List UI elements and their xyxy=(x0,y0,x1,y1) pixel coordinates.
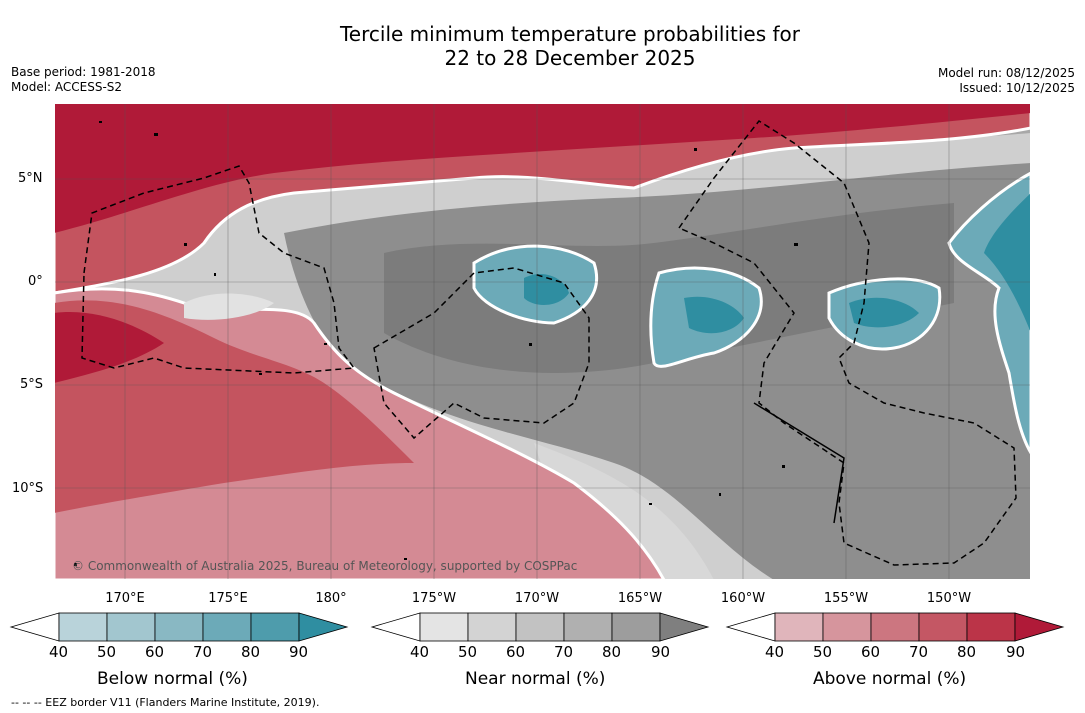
below-bin-3 xyxy=(154,612,204,642)
above-extend-low xyxy=(725,612,776,642)
below-extend-high xyxy=(298,612,349,642)
lon-label-175w: 175°W xyxy=(411,591,457,606)
near-normal-lower-light xyxy=(534,443,714,580)
below-tick-40: 40 xyxy=(49,643,69,661)
near-bin-2 xyxy=(467,612,517,642)
map-title: Tercile minimum temperature probabilitie… xyxy=(0,22,1085,70)
lat-label-0: 0° xyxy=(28,274,43,289)
meta-left: Base period: 1981-2018 Model: ACCESS-S2 xyxy=(11,65,156,95)
near-normal-title: Near normal (%) xyxy=(465,669,606,689)
colorbar-above xyxy=(725,612,1065,642)
near-tick-40: 40 xyxy=(410,643,430,661)
credit-text: © Commonwealth of Australia 2025, Bureau… xyxy=(72,559,577,573)
below-tick-60: 60 xyxy=(145,643,165,661)
base-period: Base period: 1981-2018 xyxy=(11,65,156,79)
lon-label-165w: 165°W xyxy=(617,591,663,606)
below-normal-title: Below normal (%) xyxy=(97,669,248,689)
above-normal-title: Above normal (%) xyxy=(813,669,967,689)
above-normal-west-peak xyxy=(54,312,164,383)
above-normal-north-core xyxy=(54,103,1031,233)
colorbars xyxy=(9,612,1065,642)
colorbar-below xyxy=(9,612,349,642)
lon-label-155w: 155°W xyxy=(823,591,869,606)
near-tick-90: 90 xyxy=(651,643,671,661)
lon-label-175e: 175°E xyxy=(208,591,248,606)
probability-map: © Commonwealth of Australia 2025, Bureau… xyxy=(54,103,1031,580)
below-tick-90: 90 xyxy=(289,643,309,661)
issued-date: Issued: 10/12/2025 xyxy=(959,81,1075,95)
near-tick-70: 70 xyxy=(554,643,574,661)
above-tick-70: 70 xyxy=(909,643,929,661)
below-extend-low xyxy=(9,612,60,642)
model-run: Model run: 08/12/2025 xyxy=(937,66,1075,80)
above-tick-50: 50 xyxy=(813,643,833,661)
below-normal-patch-3-core xyxy=(849,297,919,328)
title-line-1: Tercile minimum temperature probabilitie… xyxy=(339,22,801,46)
below-bin-2 xyxy=(106,612,156,642)
eez-legend-footer: -- -- -- EEZ border V11 (Flanders Marine… xyxy=(11,696,320,709)
near-bin-5 xyxy=(611,612,661,642)
near-tick-50: 50 xyxy=(458,643,478,661)
above-bin-2 xyxy=(822,612,872,642)
near-tick-80: 80 xyxy=(602,643,622,661)
title-line-2: 22 to 28 December 2025 xyxy=(444,46,696,70)
below-bin-1 xyxy=(58,612,108,642)
above-tick-80: 80 xyxy=(957,643,977,661)
lon-label-160w: 160°W xyxy=(720,591,766,606)
near-tick-60: 60 xyxy=(506,643,526,661)
below-tick-70: 70 xyxy=(193,643,213,661)
lon-label-170w: 170°W xyxy=(514,591,560,606)
near-extend-high xyxy=(659,612,710,642)
near-bin-1 xyxy=(419,612,469,642)
near-extend-low xyxy=(370,612,421,642)
above-bin-1 xyxy=(774,612,824,642)
lon-label-170e: 170°E xyxy=(105,591,145,606)
above-extend-high xyxy=(1014,612,1065,642)
near-normal-patch-west xyxy=(184,293,274,320)
eez-borders xyxy=(81,120,1017,566)
above-tick-60: 60 xyxy=(861,643,881,661)
graticule xyxy=(54,103,1031,580)
lat-label-5n: 5°N xyxy=(18,171,43,186)
above-bin-5 xyxy=(966,612,1016,642)
below-tick-80: 80 xyxy=(241,643,261,661)
below-tick-50: 50 xyxy=(97,643,117,661)
meta-right: Model run: 08/12/2025 Issued: 10/12/2025 xyxy=(938,66,1075,96)
below-bin-4 xyxy=(202,612,252,642)
below-bin-5 xyxy=(250,612,300,642)
eez-solid-segment xyxy=(753,402,845,524)
islands xyxy=(74,121,798,566)
above-bin-3 xyxy=(870,612,920,642)
lon-label-150w: 150°W xyxy=(926,591,972,606)
model-name: Model: ACCESS-S2 xyxy=(11,80,123,94)
above-tick-90: 90 xyxy=(1006,643,1026,661)
below-normal-patch-east-core xyxy=(984,193,1031,333)
lat-label-10s: 10°S xyxy=(12,481,44,496)
above-tick-40: 40 xyxy=(765,643,785,661)
above-bin-4 xyxy=(918,612,968,642)
near-bin-3 xyxy=(515,612,565,642)
lat-label-5s: 5°S xyxy=(20,377,44,392)
below-normal-patch-2-core xyxy=(684,296,744,334)
near-bin-4 xyxy=(563,612,613,642)
lon-label-180: 180° xyxy=(315,591,347,606)
colorbar-near xyxy=(370,612,710,642)
